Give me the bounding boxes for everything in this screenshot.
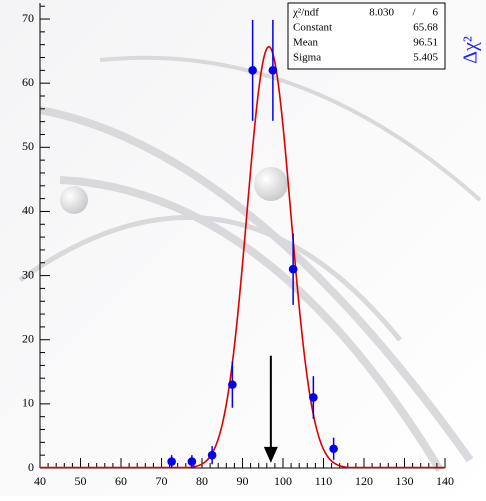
y-tick-label: 10 [22, 396, 34, 410]
y-tick-label: 20 [22, 331, 34, 345]
stats-box [287, 2, 446, 70]
data-point [288, 264, 298, 274]
arrow-head [263, 446, 278, 463]
x-tick-label: 50 [75, 474, 87, 488]
decoration-ball [60, 186, 88, 214]
stats-label: Sigma [293, 52, 321, 64]
plot-area: 40 50 60 70 80 90 100 110 120 130 140 0 10 20 30 40 50 60… [22, 2, 454, 488]
data-point [329, 444, 338, 454]
y-tick-label: 70 [22, 11, 34, 25]
stats-value: 96.51 [413, 37, 438, 49]
y-tick-label: 50 [22, 139, 34, 153]
fit-curve [40, 45, 445, 469]
y-tick-label: 0 [28, 460, 34, 474]
x-tick-label: 70 [156, 474, 168, 488]
decoration [18, 55, 482, 473]
x-tick-label: 130 [396, 474, 414, 488]
x-tick-label: 90 [237, 474, 249, 488]
x-tick-label: 110 [315, 474, 333, 488]
stats-value: 8.030 [369, 7, 394, 19]
data-point [268, 66, 278, 75]
stats-value: 6 [433, 7, 439, 19]
data-point [187, 457, 197, 466]
data-point [207, 450, 217, 460]
stats-sep: / [412, 7, 416, 19]
data-point [167, 457, 176, 466]
x-tick-label: 120 [355, 474, 373, 488]
stats-label: Mean [293, 37, 319, 49]
data-point [248, 66, 257, 75]
y-tick-label: 60 [22, 75, 34, 89]
stats-label: χ²/ndf [292, 7, 319, 19]
x-tick-label: 40 [34, 474, 46, 488]
x-tick-label: 60 [115, 474, 127, 488]
decoration-ball [254, 167, 288, 201]
stats-value: 5.405 [413, 52, 438, 64]
x-tick-label: 100 [274, 474, 292, 488]
y-tick-label: 30 [22, 267, 34, 281]
x-tick-label: 80 [196, 474, 208, 488]
x-tick-label: 140 [436, 474, 454, 488]
stats-label: Constant [293, 22, 332, 34]
data-point [309, 393, 318, 402]
y-tick-label: 40 [22, 203, 34, 217]
side-label: Δχ² [460, 36, 482, 64]
stats-value: 65.68 [413, 22, 438, 34]
data-point [228, 380, 237, 389]
